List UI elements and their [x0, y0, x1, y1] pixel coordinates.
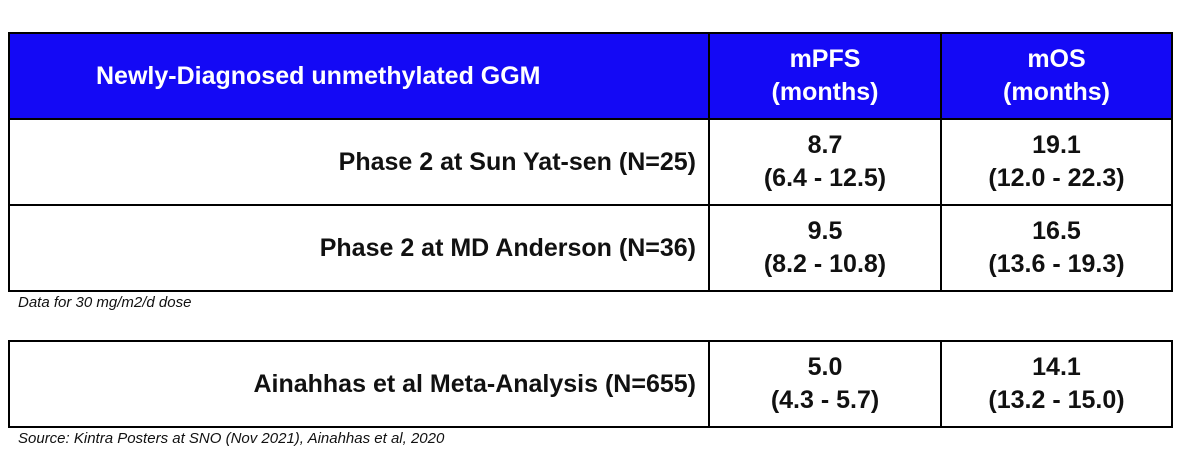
header-line: (months)	[771, 78, 879, 106]
cell-line: 9.5	[807, 217, 843, 245]
header-label: Newly-Diagnosed unmethylated GGM	[8, 32, 710, 120]
body-row: Phase 2 at Sun Yat-sen (N=25) 8.7 (6.4 - 1…	[8, 118, 1173, 206]
row-label: Phase 2 at MD Anderson (N=36)	[8, 204, 710, 292]
header-line: mPFS	[789, 45, 861, 73]
header-cell: mOS (months)	[940, 32, 1173, 120]
row-label: Phase 2 at Sun Yat-sen (N=25)	[8, 118, 710, 206]
value-cell: 14.1 (13.2 - 15.0)	[940, 340, 1173, 428]
header-row: Newly-Diagnosed unmethylated GGM mPFS (mo…	[8, 32, 1173, 120]
source: Source: Kintra Posters at SNO (Nov 2021)…	[18, 430, 445, 447]
body-row: Phase 2 at MD Anderson (N=36) 9.5 (8.2 - 1…	[8, 204, 1173, 292]
cell-line: (13.6 - 19.3)	[988, 250, 1125, 278]
cell-line: (12.0 - 22.3)	[988, 164, 1125, 192]
value-cell: 8.7 (6.4 - 12.5)	[708, 118, 942, 206]
header-cell: mPFS (months)	[708, 32, 942, 120]
cell-line: 5.0	[807, 353, 843, 381]
cell-line: 8.7	[807, 131, 843, 159]
cell-line: (6.4 - 12.5)	[763, 164, 887, 192]
cell-line: (4.3 - 5.7)	[770, 386, 880, 414]
cell-line: 14.1	[1032, 353, 1081, 381]
meta-table: Ainahhas et al Meta-Analysis (N=655) 5.0 (…	[8, 340, 1173, 428]
header-line: mOS	[1027, 45, 1086, 73]
results-table: Newly-Diagnosed unmethylated GGM mPFS (mo…	[8, 32, 1173, 292]
value-cell: 16.5 (13.6 - 19.3)	[940, 204, 1173, 292]
cell-line: (13.2 - 15.0)	[988, 386, 1125, 414]
cell-line: 16.5	[1032, 217, 1081, 245]
cell-line: 19.1	[1032, 131, 1081, 159]
value-cell: 19.1 (12.0 - 22.3)	[940, 118, 1173, 206]
row-label: Ainahhas et al Meta-Analysis (N=655)	[8, 340, 710, 428]
value-cell: 5.0 (4.3 - 5.7)	[708, 340, 942, 428]
note: Data for 30 mg/m2/d dose	[18, 294, 192, 311]
header-line: (months)	[1003, 78, 1110, 106]
value-cell: 9.5 (8.2 - 10.8)	[708, 204, 942, 292]
cell-line: (8.2 - 10.8)	[763, 250, 887, 278]
body-row: Ainahhas et al Meta-Analysis (N=655) 5.0 (…	[8, 340, 1173, 428]
